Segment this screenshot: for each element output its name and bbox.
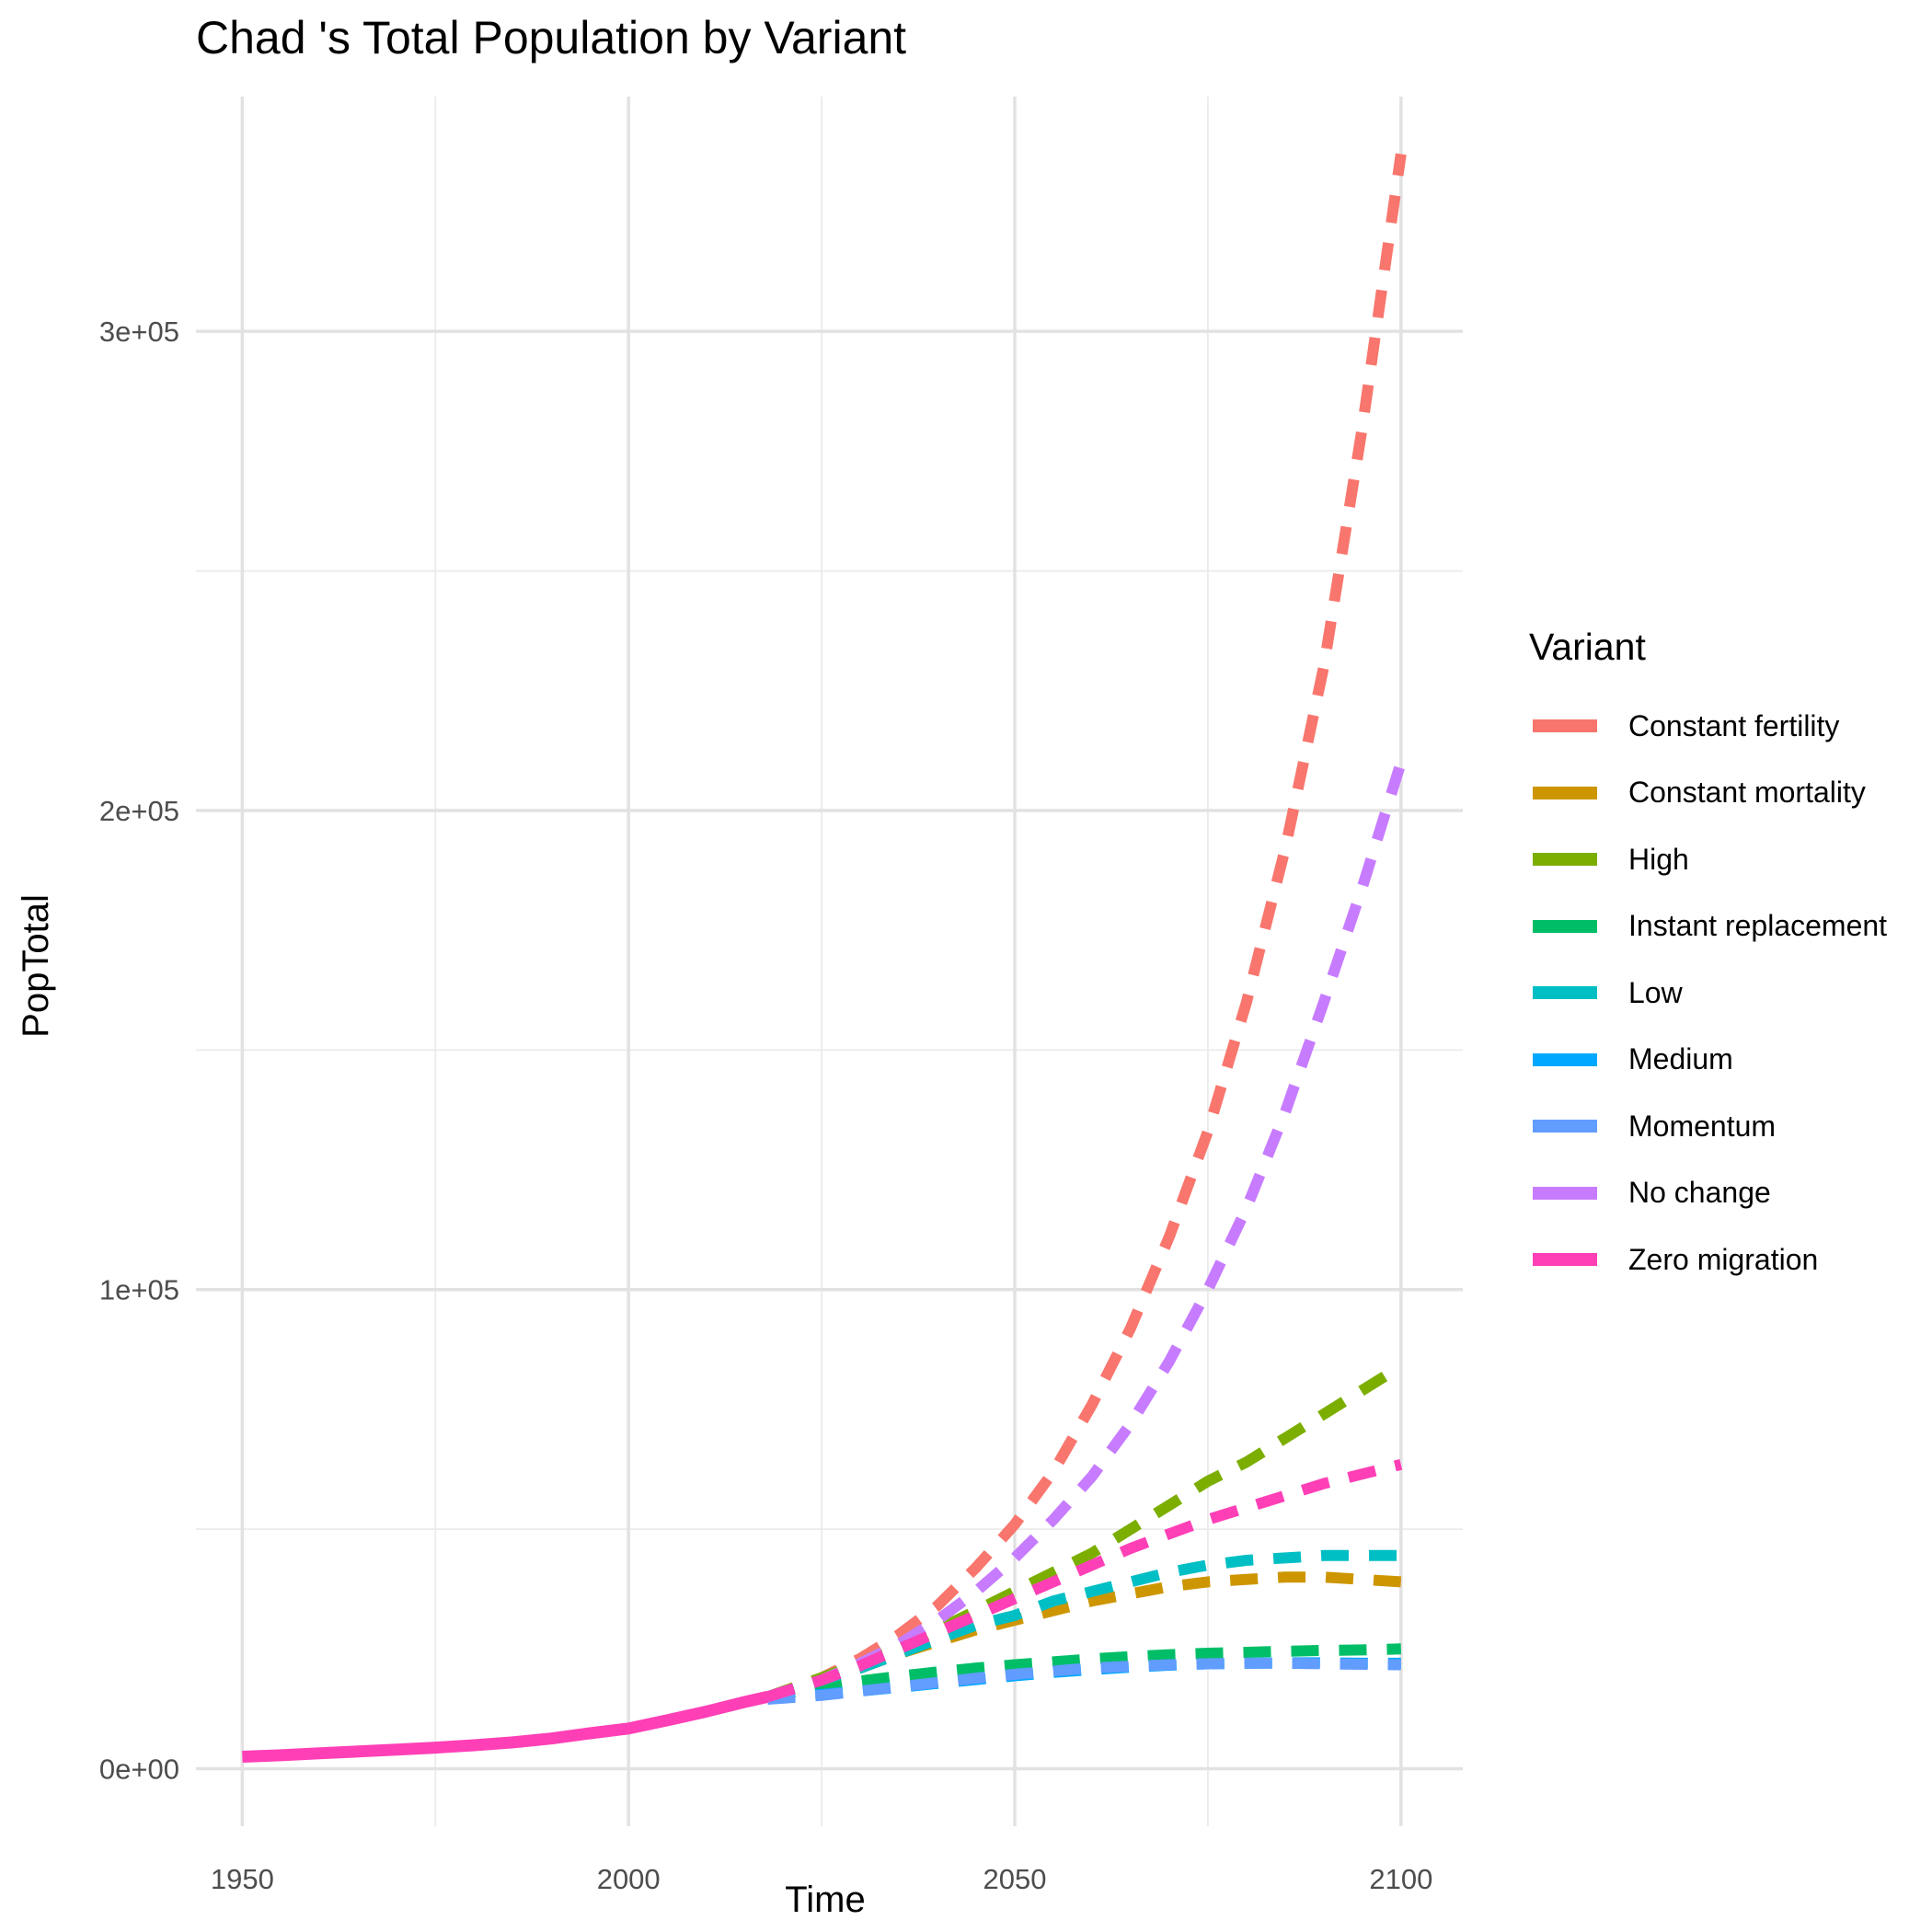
legend-item-high: High bbox=[1529, 826, 1887, 893]
legend-title: Variant bbox=[1529, 626, 1646, 668]
series-line-instant-replacement bbox=[766, 1643, 1401, 1703]
legend-key bbox=[1533, 1120, 1597, 1133]
legend-key bbox=[1533, 853, 1597, 867]
legend-key bbox=[1533, 1052, 1597, 1066]
historical-line bbox=[242, 1691, 769, 1763]
legend-item-constant-fertility: Constant fertility bbox=[1529, 693, 1887, 760]
series-line-no-change bbox=[765, 761, 1407, 1703]
legend-label: Zero migration bbox=[1628, 1242, 1819, 1276]
y-axis-title: PopTotal bbox=[16, 894, 56, 1038]
legend-label: Constant mortality bbox=[1628, 776, 1866, 810]
legend-item-medium: Medium bbox=[1529, 1027, 1887, 1094]
legend-item-constant-mortality: Constant mortality bbox=[1529, 760, 1887, 827]
legend-item-momentum: Momentum bbox=[1529, 1093, 1887, 1160]
legend-item-zero-migration: Zero migration bbox=[1529, 1226, 1887, 1294]
legend-items: Constant fertility Constant mortality High… bbox=[1529, 693, 1887, 1294]
series-line-constant-mortality bbox=[765, 1571, 1402, 1703]
series-line-low bbox=[765, 1549, 1401, 1703]
legend-label: Low bbox=[1628, 975, 1683, 1009]
series-line-momentum bbox=[766, 1657, 1401, 1705]
x-tick-label: 2100 bbox=[1369, 1863, 1432, 1895]
series-lines bbox=[242, 153, 1407, 1763]
y-tick-label: 2e+05 bbox=[99, 795, 179, 827]
chart-title: Chad 's Total Population by Variant bbox=[196, 12, 907, 63]
legend-item-instant-replacement: Instant replacement bbox=[1529, 893, 1887, 960]
series-line-constant-fertility bbox=[765, 153, 1407, 1703]
legend-key bbox=[1533, 1186, 1597, 1200]
y-tick-label: 1e+05 bbox=[99, 1274, 179, 1306]
x-axis-title: Time bbox=[785, 1880, 865, 1920]
series-line-high bbox=[765, 1361, 1404, 1703]
legend-key bbox=[1533, 1253, 1597, 1267]
grid-lines bbox=[196, 97, 1463, 1826]
legend-label: Medium bbox=[1628, 1042, 1733, 1076]
x-tick-label: 1950 bbox=[211, 1863, 274, 1895]
legend: Variant Constant fertility Constant morta… bbox=[1529, 626, 1887, 1294]
y-tick-label: 0e+00 bbox=[99, 1754, 179, 1786]
legend-label: High bbox=[1628, 842, 1689, 876]
legend-label: Momentum bbox=[1628, 1109, 1777, 1143]
legend-item-low: Low bbox=[1529, 960, 1887, 1027]
legend-label: No change bbox=[1628, 1176, 1771, 1210]
legend-label: Constant fertility bbox=[1628, 708, 1840, 742]
legend-key bbox=[1533, 919, 1597, 933]
legend-item-no-change: No change bbox=[1529, 1160, 1887, 1227]
legend-label: Instant replacement bbox=[1628, 909, 1888, 943]
y-tick-label: 3e+05 bbox=[99, 316, 179, 348]
legend-key bbox=[1533, 986, 1597, 1000]
x-tick-label: 2050 bbox=[983, 1863, 1047, 1895]
x-tick-label: 2000 bbox=[597, 1863, 661, 1895]
legend-key bbox=[1533, 786, 1597, 799]
legend-key bbox=[1533, 719, 1597, 733]
tick-labels: 1950 2000 2050 2100 0e+00 1e+05 2e+05 3e+05 bbox=[99, 316, 1432, 1895]
series-line-zero-migration bbox=[765, 1458, 1403, 1703]
